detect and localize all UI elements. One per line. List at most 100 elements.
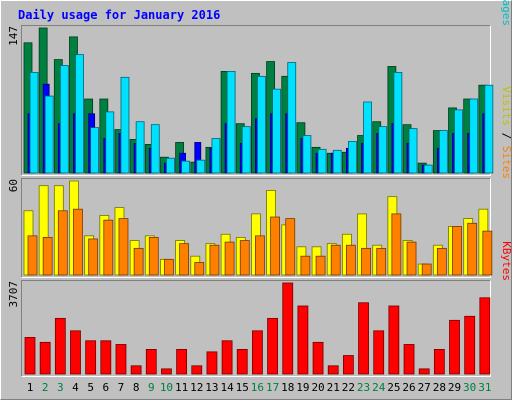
bar-kbytes-kbytes-day-6 <box>100 340 112 375</box>
bar-kbytes-kbytes-day-30 <box>464 315 476 375</box>
bar-hits-pages-day-26 <box>408 128 418 174</box>
bar-hits-pages-day-18 <box>287 62 297 174</box>
bar-visits-sites-day-15 <box>239 240 250 276</box>
bar-kbytes-kbytes-day-19 <box>297 305 309 375</box>
bar-hits-pages-day-11 <box>181 160 191 174</box>
bar-kbytes-kbytes-day-22 <box>342 355 354 375</box>
x-tick-label: 20 <box>311 381 324 394</box>
x-tick-label: 27 <box>418 381 431 394</box>
x-tick-label: 12 <box>190 381 203 394</box>
bar-visits-sites-day-19 <box>300 255 311 276</box>
bar-kbytes-kbytes-day-11 <box>176 349 188 375</box>
x-tick-label: 14 <box>220 381 234 394</box>
x-tick-label: 16 <box>251 381 264 394</box>
bar-hits-pages-day-8 <box>135 121 145 174</box>
bar-hits-pages-day-27 <box>423 164 433 174</box>
bar-visits-sites-day-13 <box>209 244 220 276</box>
hits-ymax-label: 147 <box>7 26 20 46</box>
bar-hits-pages-day-15 <box>241 126 251 174</box>
bar-kbytes-kbytes-day-17 <box>267 317 278 375</box>
bar-kbytes-kbytes-day-31 <box>479 297 491 375</box>
bar-hits-pages-day-21 <box>332 149 342 174</box>
bar-visits-sites-day-4 <box>73 208 83 276</box>
visits-legend-visits: Visits <box>500 86 512 126</box>
x-tick-label: 1 <box>27 381 34 394</box>
bar-hits-pages-day-22 <box>347 141 357 174</box>
x-tick-label: 24 <box>372 381 386 394</box>
x-tick-label: 19 <box>296 381 309 394</box>
bar-kbytes-kbytes-day-21 <box>327 365 339 375</box>
bar-kbytes-kbytes-day-1 <box>24 336 36 375</box>
kbytes-legend: KBytes <box>500 241 512 281</box>
bar-visits-sites-day-16 <box>255 235 265 276</box>
bar-hits-pages-day-17 <box>272 88 281 174</box>
bar-visits-sites-day-12 <box>194 262 205 276</box>
x-tick-label: 29 <box>448 381 461 394</box>
hits-frame-dark <box>21 25 491 176</box>
bar-visits-sites-day-27 <box>421 263 432 276</box>
bar-visits-sites-day-18 <box>285 218 296 276</box>
bar-kbytes-kbytes-day-18 <box>282 282 294 375</box>
bar-hits-pages-day-9 <box>150 124 160 174</box>
bar-hits-pages-day-16 <box>257 75 266 174</box>
bar-kbytes-kbytes-day-24 <box>373 330 385 375</box>
bar-kbytes-kbytes-day-3 <box>54 317 66 375</box>
bar-visits-sites-day-31 <box>482 230 493 276</box>
bar-visits-sites-day-11 <box>179 243 190 276</box>
x-tick-label: 5 <box>87 381 94 394</box>
bar-visits-sites-day-14 <box>224 241 235 276</box>
x-tick-label: 30 <box>463 381 476 394</box>
x-tick-label: 25 <box>387 381 400 394</box>
bar-hits-pages-day-10 <box>166 157 175 174</box>
bar-visits-sites-day-2 <box>42 236 53 276</box>
bar-kbytes-kbytes-day-4 <box>70 330 81 375</box>
visits-ymax-label: 60 <box>7 179 20 192</box>
bar-visits-sites-day-23 <box>361 247 371 276</box>
bar-kbytes-kbytes-day-12 <box>191 365 203 375</box>
panel-kbytes: 3707 KBytes <box>7 241 512 377</box>
bar-kbytes-kbytes-day-10 <box>161 368 172 375</box>
bar-visits-sites-day-29 <box>452 226 462 276</box>
bar-kbytes-kbytes-day-25 <box>388 305 400 375</box>
bar-visits-sites-day-3 <box>57 210 68 276</box>
visits-legend-sites: Sites <box>500 146 512 179</box>
bar-hits-pages-day-31 <box>484 84 494 174</box>
kbytes-frame-dark <box>21 280 491 377</box>
x-tick-label: 6 <box>102 381 109 394</box>
bar-kbytes-kbytes-day-23 <box>358 302 369 375</box>
bar-hits-pages-day-23 <box>363 101 372 174</box>
bar-hits-pages-day-3 <box>59 65 69 174</box>
bar-hits-pages-day-5 <box>90 127 100 174</box>
bar-kbytes-kbytes-day-15 <box>236 349 248 375</box>
bar-hits-pages-day-24 <box>378 126 388 174</box>
panel-visits: 60 Visits / Sites <box>7 86 512 278</box>
bar-visits-sites-day-25 <box>391 213 402 276</box>
bar-kbytes-kbytes-day-16 <box>252 330 263 375</box>
x-tick-label: 17 <box>266 381 279 394</box>
x-tick-label: 28 <box>433 381 446 394</box>
bar-hits-pages-day-28 <box>438 130 448 174</box>
bar-visits-sites-day-30 <box>467 222 478 276</box>
bar-kbytes-kbytes-day-8 <box>130 365 142 375</box>
x-tick-label: 2 <box>42 381 49 394</box>
x-tick-label: 22 <box>342 381 355 394</box>
x-tick-label: 7 <box>118 381 125 394</box>
visits-frame-light <box>21 178 491 278</box>
bar-hits-pages-day-7 <box>120 76 130 174</box>
bar-visits-sites-day-6 <box>103 219 114 276</box>
bar-kbytes-kbytes-day-5 <box>85 340 97 375</box>
bar-kbytes-kbytes-day-14 <box>221 340 233 375</box>
visits-legend-separator: / <box>500 126 512 146</box>
x-tick-label: 8 <box>133 381 140 394</box>
visits-frame-dark <box>21 178 491 278</box>
bar-kbytes-kbytes-day-9 <box>145 349 157 375</box>
bar-hits-pages-day-1 <box>29 71 39 174</box>
kbytes-legend-kbytes: KBytes <box>500 241 512 281</box>
bar-kbytes-kbytes-day-26 <box>403 344 415 375</box>
bar-kbytes-kbytes-day-2 <box>39 341 51 375</box>
bar-visits-sites-day-26 <box>406 241 417 276</box>
bar-kbytes-kbytes-day-28 <box>433 349 445 375</box>
bar-visits-sites-day-9 <box>148 236 159 276</box>
bar-kbytes-kbytes-day-27 <box>418 368 430 375</box>
